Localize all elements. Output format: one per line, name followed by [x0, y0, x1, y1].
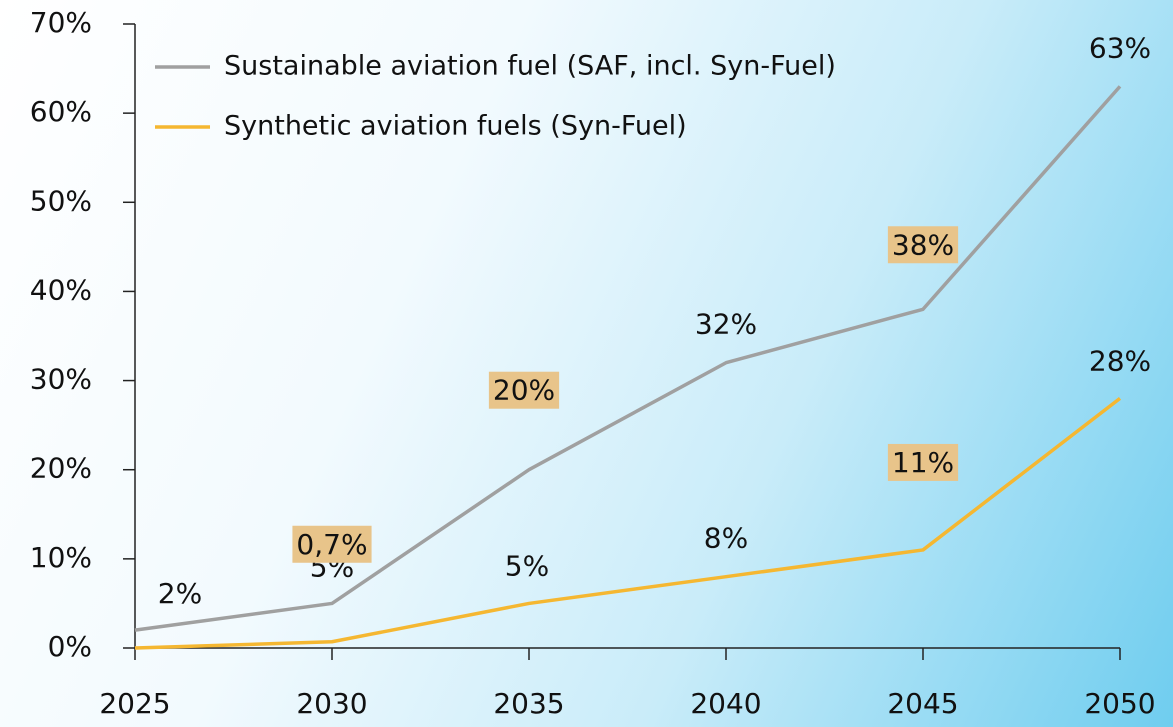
label-highlight: [887, 443, 959, 481]
data-label: 2%: [158, 577, 202, 610]
data-label: 11%: [892, 446, 954, 479]
data-label: 8%: [704, 522, 748, 555]
data-label: 20%: [493, 374, 555, 407]
y-tick-label: 20%: [30, 452, 92, 485]
label-highlight: [887, 226, 959, 264]
data-label: 5%: [505, 549, 549, 582]
x-tick-label: 2030: [296, 687, 367, 720]
label-highlight: [292, 525, 372, 563]
data-label: 32%: [695, 308, 757, 341]
label-highlight: [488, 371, 560, 409]
series-line: [134, 85, 1122, 632]
x-tick-label: 2045: [887, 687, 958, 720]
legend-text: Sustainable aviation fuel (SAF, incl. Sy…: [224, 51, 836, 82]
y-tick-label: 60%: [30, 95, 92, 128]
data-label: 63%: [1089, 31, 1151, 64]
y-tick-label: 40%: [30, 273, 92, 306]
data-label: 0,7%: [296, 528, 367, 561]
legend-text: Synthetic aviation fuels (Syn-Fuel): [224, 111, 687, 142]
x-tick-label: 2050: [1084, 687, 1155, 720]
x-tick-label: 2035: [493, 687, 564, 720]
data-label: 28%: [1089, 344, 1151, 377]
series-line: [134, 397, 1122, 650]
x-tick-label: 2040: [690, 687, 761, 720]
y-tick-label: 50%: [30, 184, 92, 217]
data-label: 38%: [892, 228, 954, 261]
x-tick-label: 2025: [99, 687, 170, 720]
y-tick-label: 0%: [48, 630, 92, 663]
y-tick-label: 30%: [30, 363, 92, 396]
y-tick-label: 70%: [30, 6, 92, 39]
y-tick-label: 10%: [30, 541, 92, 574]
